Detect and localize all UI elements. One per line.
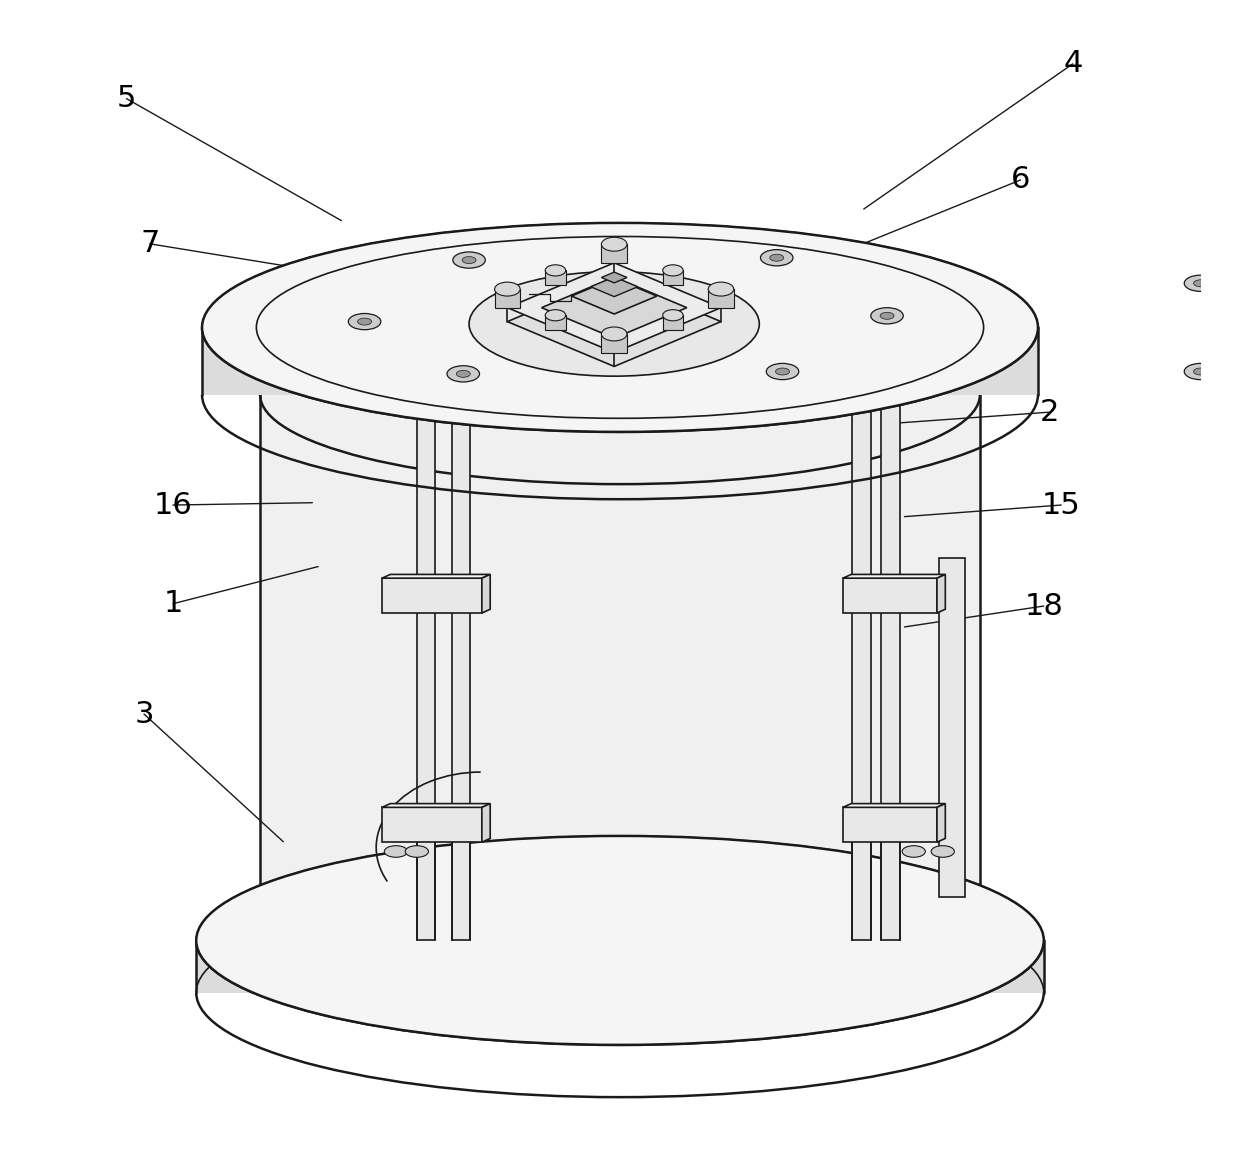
Ellipse shape — [1184, 363, 1216, 380]
Ellipse shape — [546, 310, 565, 320]
Ellipse shape — [469, 272, 759, 376]
Text: 4: 4 — [1063, 50, 1083, 78]
Polygon shape — [260, 395, 980, 940]
Polygon shape — [601, 272, 627, 283]
Ellipse shape — [770, 254, 784, 261]
Polygon shape — [507, 276, 720, 367]
Ellipse shape — [1184, 275, 1216, 291]
Polygon shape — [417, 395, 435, 940]
Ellipse shape — [931, 845, 955, 857]
Polygon shape — [382, 803, 490, 807]
Ellipse shape — [202, 223, 1038, 432]
Polygon shape — [662, 271, 683, 286]
Ellipse shape — [453, 252, 485, 268]
Ellipse shape — [546, 265, 565, 276]
Ellipse shape — [766, 363, 799, 380]
Ellipse shape — [495, 282, 520, 296]
Polygon shape — [202, 327, 1038, 395]
Polygon shape — [495, 289, 520, 308]
Text: 3: 3 — [134, 700, 154, 728]
Ellipse shape — [463, 257, 476, 264]
Ellipse shape — [903, 845, 925, 857]
Polygon shape — [382, 578, 482, 613]
Ellipse shape — [384, 845, 408, 857]
Ellipse shape — [446, 366, 480, 382]
Ellipse shape — [601, 327, 627, 341]
Polygon shape — [601, 244, 627, 262]
Polygon shape — [482, 803, 490, 842]
Ellipse shape — [870, 308, 903, 324]
Polygon shape — [507, 262, 720, 353]
Polygon shape — [451, 395, 470, 940]
Ellipse shape — [662, 310, 683, 320]
Ellipse shape — [357, 318, 372, 325]
Ellipse shape — [405, 845, 429, 857]
Ellipse shape — [1194, 280, 1208, 287]
Polygon shape — [937, 575, 945, 613]
Polygon shape — [852, 395, 870, 940]
Ellipse shape — [662, 265, 683, 276]
Ellipse shape — [1194, 368, 1208, 375]
Text: 15: 15 — [1042, 491, 1080, 519]
Ellipse shape — [348, 313, 381, 330]
Polygon shape — [482, 575, 490, 613]
Polygon shape — [382, 807, 482, 842]
Polygon shape — [572, 279, 657, 313]
Ellipse shape — [760, 250, 794, 266]
Polygon shape — [937, 803, 945, 842]
Ellipse shape — [456, 370, 470, 377]
Polygon shape — [708, 289, 734, 308]
Polygon shape — [939, 558, 965, 896]
Text: 5: 5 — [117, 85, 136, 113]
Ellipse shape — [708, 282, 734, 296]
Polygon shape — [382, 575, 490, 578]
Ellipse shape — [196, 836, 1044, 1045]
Text: 16: 16 — [154, 491, 192, 519]
Polygon shape — [590, 276, 637, 297]
Ellipse shape — [601, 237, 627, 251]
Polygon shape — [843, 578, 937, 613]
Polygon shape — [843, 803, 945, 807]
Text: 18: 18 — [1024, 592, 1063, 620]
Polygon shape — [542, 277, 687, 338]
Polygon shape — [196, 940, 1044, 993]
Polygon shape — [843, 807, 937, 842]
Polygon shape — [546, 271, 565, 286]
Text: 2: 2 — [1040, 398, 1059, 426]
Polygon shape — [546, 316, 565, 330]
Ellipse shape — [880, 312, 894, 319]
Polygon shape — [882, 395, 900, 940]
Text: 7: 7 — [140, 230, 160, 258]
Ellipse shape — [775, 368, 790, 375]
Polygon shape — [843, 575, 945, 578]
Text: 1: 1 — [164, 590, 182, 618]
Text: 6: 6 — [1011, 166, 1030, 194]
Polygon shape — [601, 334, 627, 353]
Polygon shape — [662, 316, 683, 330]
